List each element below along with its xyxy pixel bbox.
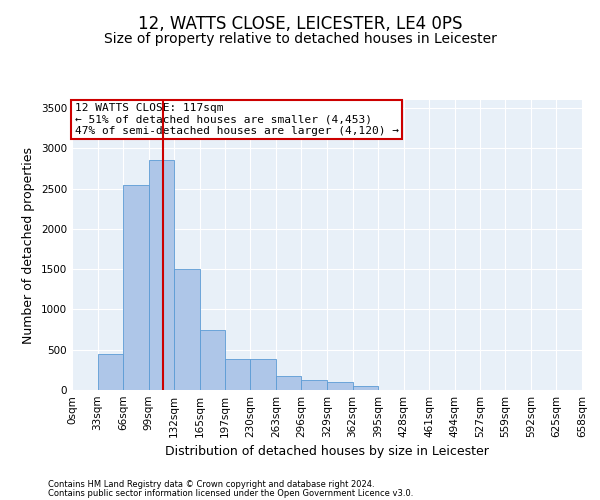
Text: Size of property relative to detached houses in Leicester: Size of property relative to detached ho… <box>104 32 496 46</box>
Bar <box>327 382 353 390</box>
Bar <box>149 160 175 390</box>
X-axis label: Distribution of detached houses by size in Leicester: Distribution of detached houses by size … <box>165 446 489 458</box>
Text: Contains public sector information licensed under the Open Government Licence v3: Contains public sector information licen… <box>48 488 413 498</box>
Bar <box>123 184 149 390</box>
Bar <box>98 354 123 390</box>
Bar <box>175 269 200 390</box>
Text: 12, WATTS CLOSE, LEICESTER, LE4 0PS: 12, WATTS CLOSE, LEICESTER, LE4 0PS <box>138 15 462 33</box>
Bar <box>200 330 224 390</box>
Text: 12 WATTS CLOSE: 117sqm
← 51% of detached houses are smaller (4,453)
47% of semi-: 12 WATTS CLOSE: 117sqm ← 51% of detached… <box>74 103 398 136</box>
Bar <box>250 360 276 390</box>
Bar <box>301 380 327 390</box>
Y-axis label: Number of detached properties: Number of detached properties <box>22 146 35 344</box>
Bar <box>224 360 250 390</box>
Bar <box>353 386 378 390</box>
Text: Contains HM Land Registry data © Crown copyright and database right 2024.: Contains HM Land Registry data © Crown c… <box>48 480 374 489</box>
Bar <box>276 376 301 390</box>
